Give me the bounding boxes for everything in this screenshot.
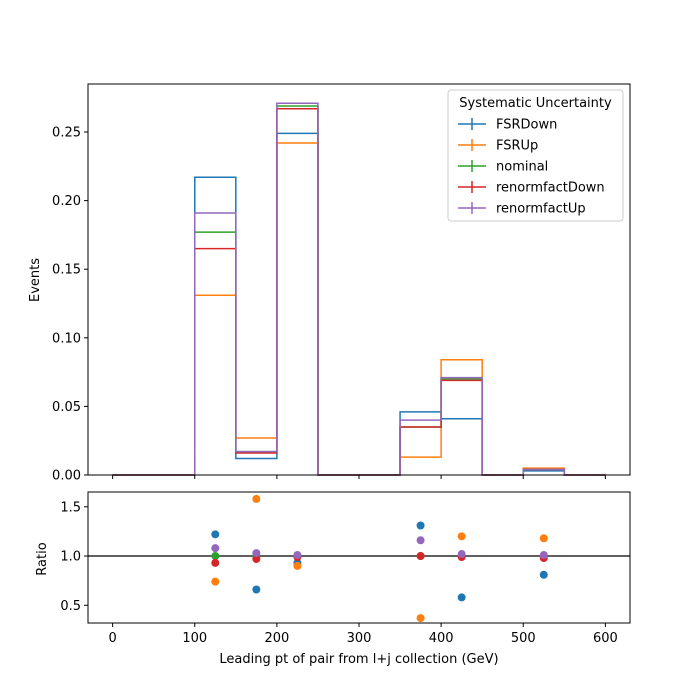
ratio-x-tick-label: 100: [182, 631, 207, 646]
legend-entry-renormfactUp: renormfactUp: [458, 202, 586, 217]
histogram-y-tick-label: 0.05: [52, 400, 81, 415]
legend-frame: [447, 89, 624, 222]
ratio-point: [211, 544, 220, 553]
ratio-point: [457, 593, 466, 602]
histogram-axes-frame: [87, 83, 631, 476]
ratio-point: [252, 494, 261, 503]
ratio-point: [539, 534, 548, 543]
ratio-point: [293, 551, 302, 560]
ratio-x-axis-label: Leading pt of pair from l+j collection (…: [219, 652, 498, 667]
histogram-y-tick-label: 0.20: [52, 194, 81, 209]
ratio-point: [211, 530, 220, 539]
ratio-series-renormfactUp: [211, 536, 548, 560]
ratio-y-ticks: 0.5 1.0 1.5: [60, 500, 88, 614]
ratio-series-renormfactDown: [211, 552, 548, 567]
ratio-point: [252, 554, 261, 563]
ratio-x-tick-label: 500: [511, 631, 536, 646]
ratio-x-ticks: 0 100 200 300 400 500 600: [108, 623, 618, 646]
ratio-y-tick-label: 1.5: [60, 500, 81, 515]
ratio-point: [252, 549, 261, 558]
legend-entry-renormfactDown: renormfactDown: [458, 181, 605, 196]
legend: Systematic Uncertainty FSRDown FSRUp nomina…: [447, 89, 624, 222]
legend-title: Systematic Uncertainty: [459, 96, 612, 111]
ratio-point: [539, 570, 548, 579]
ratio-series-FSRDown: [211, 521, 548, 602]
ratio-point: [416, 614, 425, 623]
legend-label: FSRUp: [496, 139, 538, 154]
ratio-x-tick-label: 200: [264, 631, 289, 646]
ratio-point: [416, 536, 425, 545]
legend-label: renormfactDown: [496, 181, 605, 196]
legend-label: renormfactUp: [496, 202, 586, 217]
histogram-x-ticks: [112, 475, 606, 479]
ratio-panel: 0.5 1.0 1.5 0 100 200 300 400 500 600 Ratio Lead…: [35, 491, 631, 667]
ratio-point: [457, 532, 466, 541]
histogram-y-tick-label: 0.00: [52, 469, 81, 484]
ratio-x-tick-label: 600: [593, 631, 618, 646]
ratio-series-FSRUp: [211, 494, 548, 623]
legend-entry-FSRDown: FSRDown: [458, 118, 557, 133]
histogram-y-axis-label: Events: [28, 258, 43, 302]
ratio-y-axis-label: Ratio: [35, 542, 50, 575]
ratio-point: [211, 558, 220, 567]
legend-label: FSRDown: [496, 118, 557, 133]
ratio-x-tick-label: 300: [347, 631, 372, 646]
histogram-y-tick-label: 0.10: [52, 331, 81, 346]
ratio-y-tick-label: 0.5: [60, 599, 81, 614]
ratio-x-tick-label: 0: [108, 631, 116, 646]
legend-label: nominal: [496, 160, 548, 175]
histogram-y-tick-label: 0.25: [52, 126, 81, 141]
histogram-y-ticks: 0.00 0.05 0.10 0.15 0.20 0.25: [52, 126, 88, 484]
ratio-point: [416, 521, 425, 530]
ratio-axes-frame: [87, 491, 631, 624]
ratio-x-tick-label: 400: [429, 631, 454, 646]
ratio-point: [293, 561, 302, 570]
ratio-point: [416, 552, 425, 561]
ratio-y-tick-label: 1.0: [60, 550, 81, 565]
histogram-y-tick-label: 0.15: [52, 263, 81, 278]
ratio-point: [211, 552, 220, 561]
main-histogram-panel: 0.00 0.05 0.10 0.15 0.20 0.25 Events Systemat…: [28, 83, 631, 484]
ratio-plot-area: [88, 494, 630, 623]
ratio-point: [252, 585, 261, 594]
legend-entry-FSRUp: FSRUp: [458, 139, 538, 154]
ratio-point: [457, 550, 466, 559]
legend-entry-nominal: nominal: [458, 160, 548, 175]
ratio-point: [539, 551, 548, 560]
ratio-point: [211, 577, 220, 586]
